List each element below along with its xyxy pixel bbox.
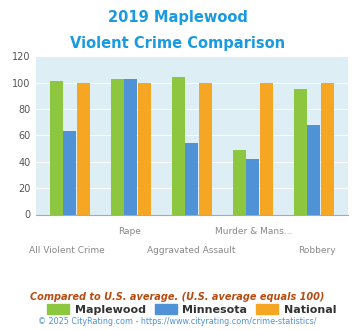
Bar [198,82,212,214]
Text: Rape: Rape [118,227,141,236]
Bar [246,159,259,214]
Bar [111,79,124,214]
Bar [63,131,76,214]
Text: Robbery: Robbery [298,246,335,255]
Bar [307,125,320,214]
Text: Murder & Mans...: Murder & Mans... [215,227,293,236]
Bar [124,79,137,214]
Bar [233,150,246,214]
Text: Compared to U.S. average. (U.S. average equals 100): Compared to U.S. average. (U.S. average … [30,292,325,302]
Text: Aggravated Assault: Aggravated Assault [147,246,236,255]
Text: © 2025 CityRating.com - https://www.cityrating.com/crime-statistics/: © 2025 CityRating.com - https://www.city… [38,317,317,326]
Bar [260,82,273,214]
Bar [185,143,198,214]
Bar [77,82,90,214]
Bar [321,82,334,214]
Bar [294,89,307,214]
Bar [137,82,151,214]
Text: Violent Crime Comparison: Violent Crime Comparison [70,36,285,51]
Bar [50,81,63,214]
Text: All Violent Crime: All Violent Crime [29,246,105,255]
Text: 2019 Maplewood: 2019 Maplewood [108,10,247,25]
Bar [172,77,185,214]
Legend: Maplewood, Minnesota, National: Maplewood, Minnesota, National [43,299,341,319]
